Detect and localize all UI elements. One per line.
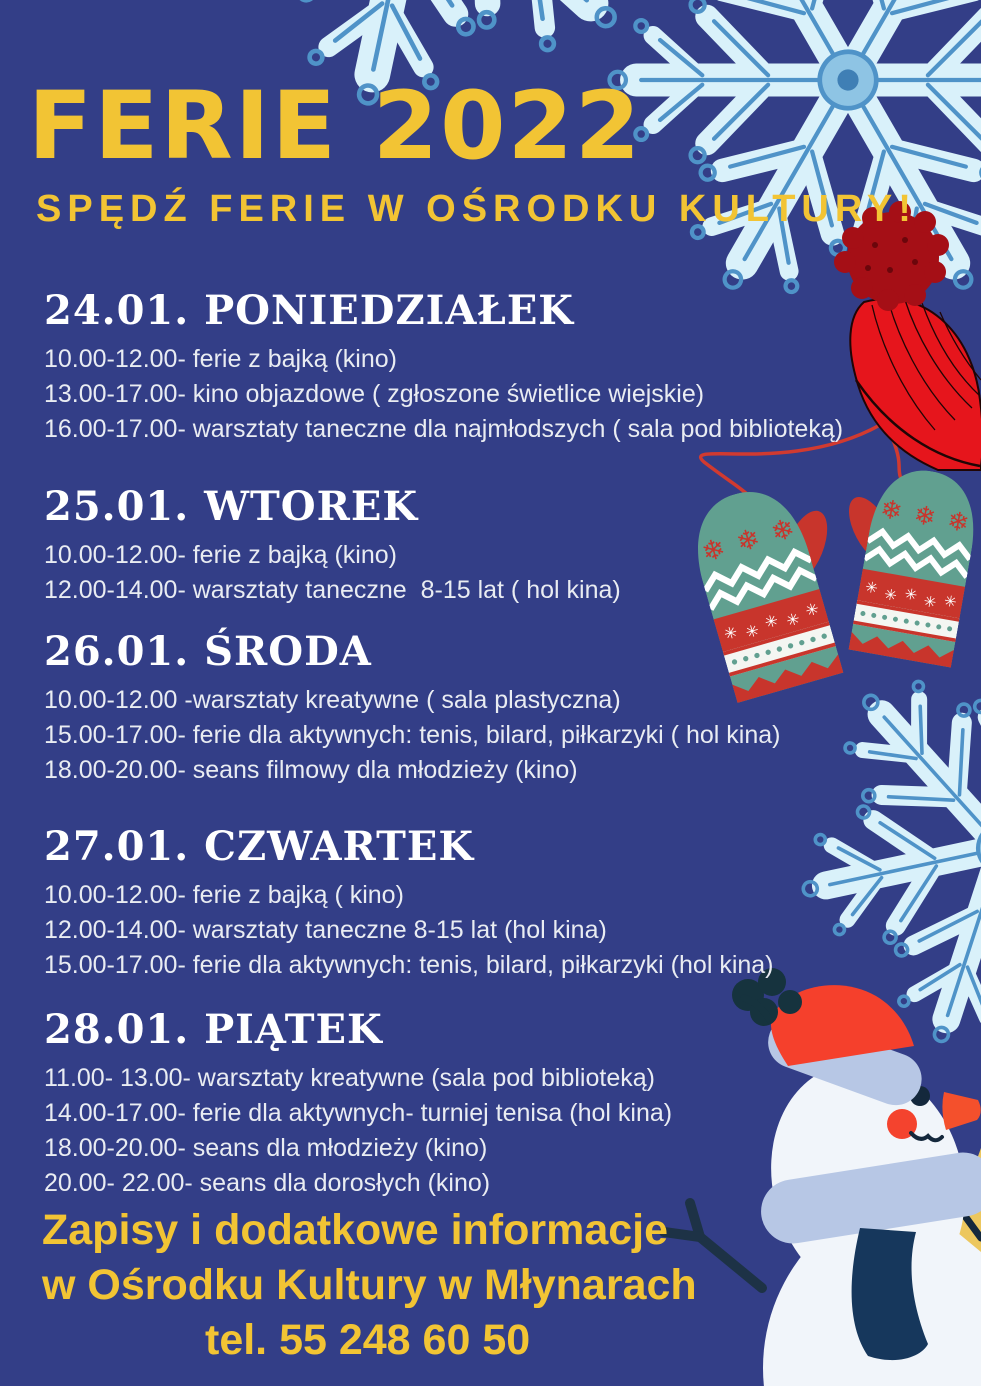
day-heading: 24.01. PONIEDZIAŁEK [44, 287, 575, 334]
schedule-item: 16.00-17.00- warsztaty taneczne dla najm… [44, 415, 844, 443]
schedule-item: 15.00-17.00- ferie dla aktywnych: tenis,… [44, 721, 781, 749]
day-block-friday: 28.01. PIĄTEK 11.00- 13.00- warsztaty kr… [44, 1007, 964, 1201]
scarf-tail [851, 1228, 928, 1361]
santa-hat [770, 985, 914, 1066]
schedule-item: 20.00- 22.00- seans dla dorosłych (kino) [44, 1169, 491, 1197]
poster-subtitle: SPĘDŹ FERIE W OŚRODKU KULTURY! [36, 188, 917, 230]
pompom [834, 201, 949, 311]
schedule-item: 18.00-20.00- seans filmowy dla młodzieży… [44, 756, 578, 784]
schedule-item: 10.00-12.00- ferie z bajką ( kino) [44, 881, 404, 909]
schedule-item: 11.00- 13.00- warsztaty kreatywne (sala … [44, 1064, 655, 1092]
day-block-thursday: 27.01. CZWARTEK 10.00-12.00- ferie z baj… [44, 824, 964, 983]
schedule-item: 10.00-12.00 -warsztaty kreatywne ( sala … [44, 686, 621, 714]
schedule-item: 14.00-17.00- ferie dla aktywnych- turnie… [44, 1099, 673, 1127]
schedule-item: 10.00-12.00- ferie z bajką (kino) [44, 345, 397, 373]
stick-arm [659, 1198, 767, 1293]
day-block-monday: 24.01. PONIEDZIAŁEK 10.00-12.00- ferie z… [44, 288, 964, 447]
sprig [732, 968, 802, 1026]
snowman-icon [659, 968, 981, 1386]
poster-title: FERIE 2022 [28, 72, 643, 181]
day-block-wednesday: 26.01. ŚRODA 10.00-12.00 -warsztaty krea… [44, 629, 964, 788]
day-block-tuesday: 25.01. WTOREK 10.00-12.00- ferie z bajką… [44, 484, 964, 608]
day-heading: 26.01. ŚRODA [44, 628, 372, 675]
schedule-item: 15.00-17.00- ferie dla aktywnych: tenis,… [44, 951, 774, 979]
schedule-item: 18.00-20.00- seans dla młodzieży (kino) [44, 1134, 488, 1162]
mittens-icon [682, 457, 981, 705]
scarf [761, 1152, 981, 1244]
carrot-nose [942, 1092, 981, 1130]
day-heading: 25.01. WTOREK [44, 483, 419, 530]
footer-location-line: w Ośrodku Kultury w Młynarach [42, 1261, 697, 1309]
footer-info-line: Zapisy i dodatkowe informacje [42, 1206, 669, 1254]
schedule-item: 12.00-14.00- warsztaty taneczne 8-15 lat… [44, 576, 621, 604]
day-heading: 27.01. CZWARTEK [44, 823, 475, 870]
schedule-item: 12.00-14.00- warsztaty taneczne 8-15 lat… [44, 916, 607, 944]
cheek [887, 1109, 917, 1139]
winter-hat-icon [699, 201, 981, 509]
footer-phone: tel. 55 248 60 50 [205, 1316, 531, 1364]
schedule-item: 13.00-17.00- kino objazdowe ( zgłoszone … [44, 380, 705, 408]
day-heading: 28.01. PIĄTEK [44, 1006, 383, 1053]
schedule-item: 10.00-12.00- ferie z bajką (kino) [44, 541, 397, 569]
